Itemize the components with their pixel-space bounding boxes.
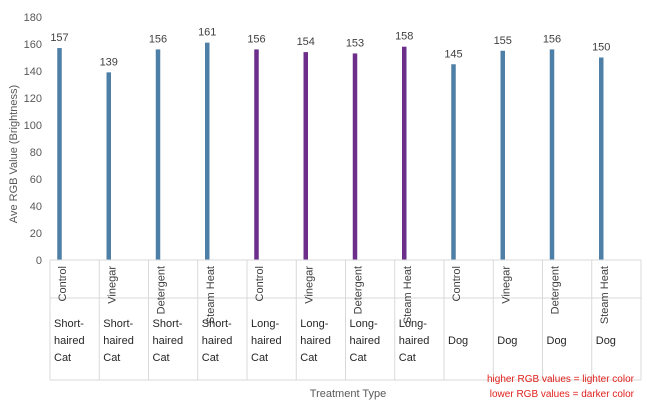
data-label: 145 (444, 48, 462, 60)
y-tick-label: 120 (24, 93, 42, 105)
x-tick-label: Vinegar (106, 266, 118, 304)
bar (205, 42, 210, 261)
y-tick-label: 80 (30, 147, 42, 159)
data-label: 154 (297, 36, 315, 48)
x-tick-label: Detergent (156, 266, 168, 314)
x-group-label: haired (202, 335, 233, 347)
x-group-label: Cat (202, 352, 219, 364)
x-group-label: Dog (596, 335, 616, 347)
y-tick-label: 100 (24, 120, 42, 132)
x-group-label: haired (300, 335, 331, 347)
x-group-label: Cat (350, 352, 367, 364)
x-tick-label: Steam Heat (599, 266, 611, 324)
x-group-label: Cat (399, 352, 416, 364)
data-label: 150 (592, 42, 610, 54)
x-group-label: Short- (153, 318, 183, 330)
x-group-label: Dog (497, 335, 517, 347)
x-group-label: Cat (153, 352, 170, 364)
x-group-label: Short- (202, 318, 232, 330)
x-tick-label: Control (451, 266, 463, 301)
bar (57, 48, 62, 260)
x-group-label: haired (251, 335, 282, 347)
x-group-label: Cat (300, 352, 317, 364)
y-axis-title: Ave RGB Value (Brightness) (8, 85, 20, 223)
data-label: 153 (346, 37, 364, 49)
data-label: 139 (100, 56, 118, 68)
data-label: 156 (247, 33, 265, 45)
legend-note-higher: higher RGB values = lighter color (486, 374, 634, 385)
x-group-label: Cat (54, 352, 71, 364)
bar (303, 52, 308, 260)
x-tick-label: Steam Heat (205, 266, 217, 324)
x-group-label: haired (103, 335, 134, 347)
y-tick-label: 180 (24, 12, 42, 24)
y-tick-label: 60 (30, 174, 42, 186)
x-group-label: Cat (103, 352, 120, 364)
bar (402, 46, 407, 261)
y-tick-label: 0 (36, 255, 42, 267)
x-tick-label: Control (57, 266, 69, 301)
data-labels: 157 139 156 161 156 154 153 158 145 155 156 150 (50, 27, 610, 69)
data-label: 161 (198, 27, 216, 39)
bar (106, 72, 111, 260)
y-tick-label: 20 (30, 228, 42, 240)
legend-note-lower: lower RGB values = darker color (489, 389, 634, 400)
x-group-label: Dog (547, 335, 567, 347)
x-tick-label: Detergent (550, 266, 562, 314)
x-axis-title: Treatment Type (310, 388, 386, 400)
y-axis-ticks: 0 20 40 60 80 100 120 140 160 180 (24, 12, 42, 267)
x-tick-label: Steam Heat (402, 266, 414, 324)
x-group-label: haired (153, 335, 184, 347)
bar (254, 49, 259, 261)
y-tick-label: 40 (30, 201, 42, 213)
x-tick-label: Detergent (353, 266, 365, 314)
bar (549, 49, 555, 261)
x-axis: Control Short-haired Cat Vinegar Short-haire… (49, 259, 642, 381)
data-label: 155 (494, 35, 512, 47)
data-label: 157 (50, 32, 68, 44)
x-group-label: Dog (448, 335, 468, 347)
x-group-label: haired (399, 335, 430, 347)
x-group-label: haired (350, 335, 381, 347)
x-group-label: Long- (251, 318, 279, 330)
data-label: 158 (395, 31, 413, 43)
x-tick-label: Vinegar (500, 266, 512, 304)
x-group-label: Short- (54, 318, 84, 330)
x-tick-label: Control (254, 266, 266, 301)
x-tick-label: Vinegar (303, 266, 315, 304)
y-tick-label: 140 (24, 66, 42, 78)
x-group-label: Long- (300, 318, 328, 330)
x-group-label: Short- (103, 318, 133, 330)
bar (451, 64, 456, 260)
bar (352, 53, 358, 261)
x-group-label: Long- (399, 318, 427, 330)
data-label: 156 (543, 33, 561, 45)
x-group-label: Cat (251, 352, 268, 364)
bar-series (57, 42, 604, 261)
bar (155, 49, 161, 261)
bar (500, 50, 505, 260)
bar (599, 57, 604, 260)
x-group-label: Long- (350, 318, 378, 330)
y-tick-label: 160 (24, 39, 42, 51)
data-label: 156 (149, 33, 167, 45)
x-group-label: haired (54, 335, 85, 347)
